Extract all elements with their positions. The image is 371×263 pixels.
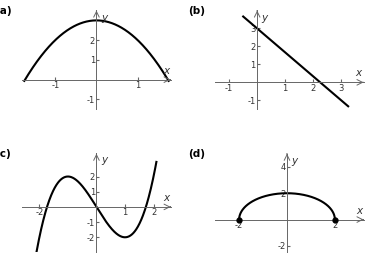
Text: y: y — [101, 155, 107, 165]
Text: x: x — [163, 193, 169, 203]
Text: x: x — [356, 206, 362, 216]
Text: (c): (c) — [0, 149, 11, 159]
Text: y: y — [292, 156, 298, 166]
Text: (a): (a) — [0, 6, 12, 16]
Text: (d): (d) — [188, 149, 206, 159]
Text: y: y — [101, 13, 107, 23]
Text: (b): (b) — [188, 6, 206, 16]
Text: x: x — [163, 66, 169, 76]
Text: x: x — [355, 68, 361, 78]
Text: y: y — [262, 13, 268, 23]
